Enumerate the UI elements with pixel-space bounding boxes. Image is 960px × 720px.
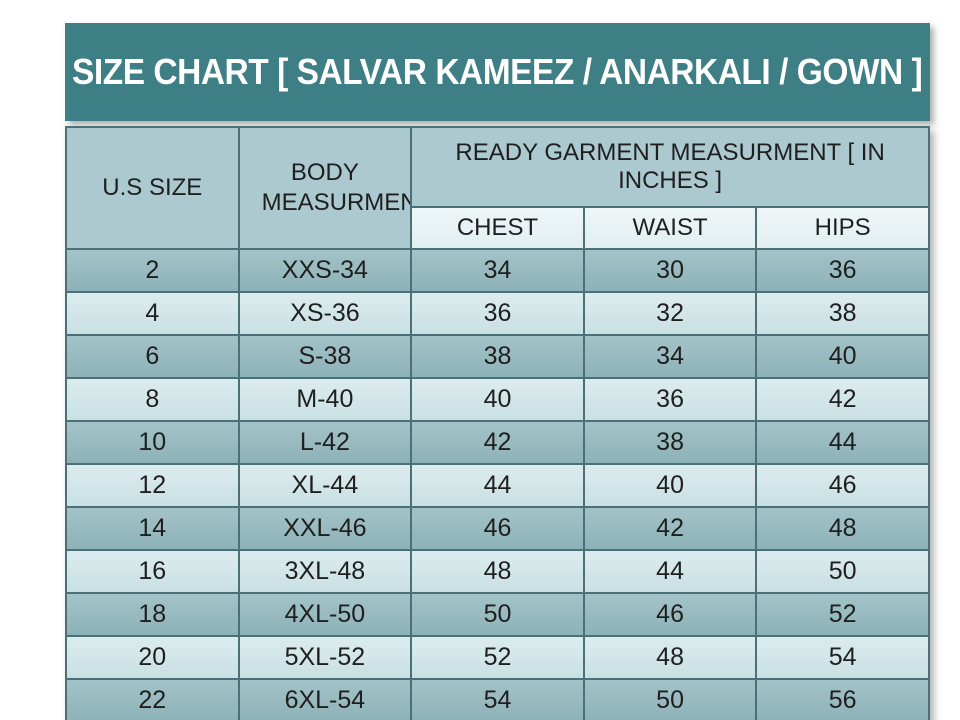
cell-us-size: 10 — [65, 420, 240, 465]
cell-hips: 52 — [755, 592, 930, 637]
cell-us-size: 14 — [65, 506, 240, 551]
cell-us-size: 16 — [65, 549, 240, 594]
cell-us-size: 18 — [65, 592, 240, 637]
table-row: 8 M-40 40 36 42 — [65, 377, 930, 422]
cell-body-measurement: XXL-46 — [237, 506, 413, 551]
cell-hips: 54 — [755, 635, 930, 680]
cell-body-measurement: 5XL-52 — [237, 635, 413, 680]
cell-waist: 40 — [582, 463, 758, 508]
table-row: 12 XL-44 44 40 46 — [65, 463, 930, 508]
cell-waist: 32 — [582, 291, 758, 336]
table-row: 10 L-42 42 38 44 — [65, 420, 930, 465]
table-row: 20 5XL-52 52 48 54 — [65, 635, 930, 680]
column-header-waist: WAIST — [582, 206, 758, 250]
cell-chest: 34 — [410, 248, 585, 293]
cell-us-size: 4 — [65, 291, 240, 336]
cell-us-size: 22 — [65, 678, 240, 720]
cell-body-measurement: L-42 — [237, 420, 413, 465]
cell-chest: 48 — [410, 549, 585, 594]
cell-chest: 36 — [410, 291, 585, 336]
table-row: 14 XXL-46 46 42 48 — [65, 506, 930, 551]
cell-chest: 54 — [410, 678, 585, 720]
table-row: 6 S-38 38 34 40 — [65, 334, 930, 379]
cell-chest: 46 — [410, 506, 585, 551]
column-header-body-measurement: BODY MEASURMENT — [237, 126, 413, 250]
cell-waist: 50 — [582, 678, 758, 720]
cell-waist: 30 — [582, 248, 758, 293]
cell-chest: 40 — [410, 377, 585, 422]
column-group-header-ready-garment: READY GARMENT MEASURMENT [ IN INCHES ] — [410, 126, 930, 208]
cell-body-measurement: XS-36 — [237, 291, 413, 336]
column-header-hips: HIPS — [755, 206, 930, 250]
cell-waist: 36 — [582, 377, 758, 422]
header-row: U.S SIZE BODY MEASURMENT READY GARMENT M… — [65, 126, 930, 250]
cell-waist: 44 — [582, 549, 758, 594]
cell-body-measurement: S-38 — [237, 334, 413, 379]
cell-body-measurement: 3XL-48 — [237, 549, 413, 594]
cell-body-measurement: M-40 — [237, 377, 413, 422]
cell-chest: 44 — [410, 463, 585, 508]
title-banner: SIZE CHART [ SALVAR KAMEEZ / ANARKALI / … — [65, 23, 930, 121]
table-row: 16 3XL-48 48 44 50 — [65, 549, 930, 594]
cell-us-size: 20 — [65, 635, 240, 680]
column-header-chest: CHEST — [410, 206, 585, 250]
cell-hips: 48 — [755, 506, 930, 551]
cell-waist: 34 — [582, 334, 758, 379]
cell-hips: 42 — [755, 377, 930, 422]
column-header-us-size: U.S SIZE — [65, 126, 240, 250]
subheader-row: CHEST WAIST HIPS — [66, 206, 930, 250]
cell-hips: 36 — [755, 248, 930, 293]
cell-hips: 56 — [755, 678, 930, 720]
cell-us-size: 8 — [65, 377, 240, 422]
cell-chest: 50 — [410, 592, 585, 637]
cell-chest: 42 — [410, 420, 585, 465]
cell-hips: 46 — [755, 463, 930, 508]
size-chart-table: U.S SIZE BODY MEASURMENT READY GARMENT M… — [65, 126, 930, 720]
cell-waist: 42 — [582, 506, 758, 551]
page-title: SIZE CHART [ SALVAR KAMEEZ / ANARKALI / … — [72, 51, 923, 92]
cell-hips: 40 — [755, 334, 930, 379]
cell-body-measurement: 6XL-54 — [237, 678, 413, 720]
cell-hips: 38 — [755, 291, 930, 336]
cell-body-measurement: XXS-34 — [237, 248, 413, 293]
cell-us-size: 6 — [65, 334, 240, 379]
cell-hips: 44 — [755, 420, 930, 465]
table-row: 4 XS-36 36 32 38 — [65, 291, 930, 336]
cell-waist: 46 — [582, 592, 758, 637]
cell-hips: 50 — [755, 549, 930, 594]
cell-waist: 38 — [582, 420, 758, 465]
table-row: 22 6XL-54 54 50 56 — [65, 678, 930, 720]
cell-chest: 38 — [410, 334, 585, 379]
cell-chest: 52 — [410, 635, 585, 680]
cell-body-measurement: 4XL-50 — [237, 592, 413, 637]
cell-us-size: 12 — [65, 463, 240, 508]
table-row: 2 XXS-34 34 30 36 — [65, 248, 930, 293]
cell-body-measurement: XL-44 — [237, 463, 413, 508]
cell-waist: 48 — [582, 635, 758, 680]
cell-us-size: 2 — [65, 248, 240, 293]
table-row: 18 4XL-50 50 46 52 — [65, 592, 930, 637]
